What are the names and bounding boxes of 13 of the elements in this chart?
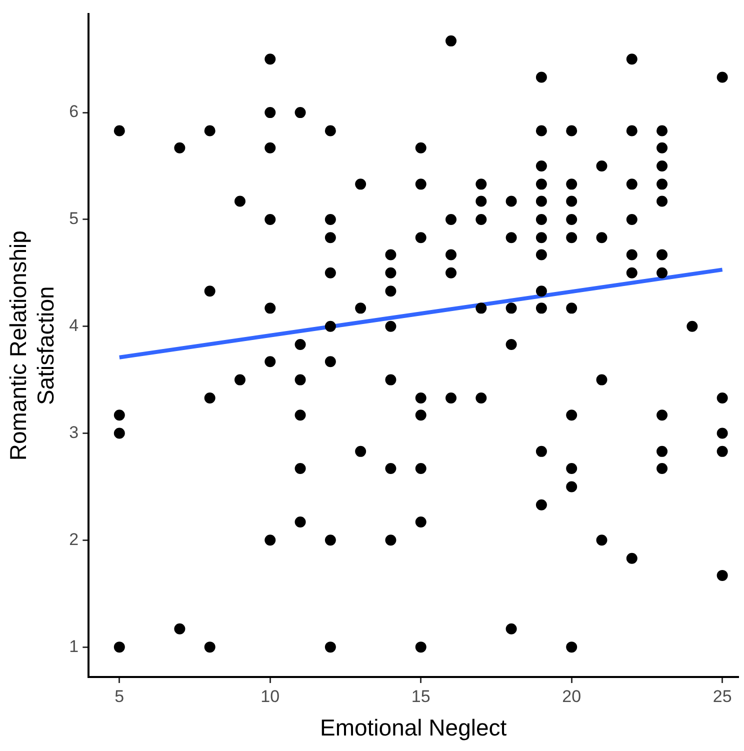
y-tick-label: 3 <box>69 422 79 442</box>
y-tick-label: 4 <box>69 316 79 336</box>
y-tick-label: 2 <box>69 530 79 549</box>
y-axis-title: Romantic Relationship Satisfaction <box>5 230 59 461</box>
x-tick-label: 5 <box>114 686 124 706</box>
x-tick-label: 10 <box>260 686 280 706</box>
y-tick-label: 6 <box>69 102 79 122</box>
x-tick-label: 20 <box>562 686 582 706</box>
x-axis-title: Emotional Neglect <box>320 714 508 741</box>
y-tick-label: 1 <box>69 636 79 656</box>
x-tick-label: 25 <box>712 686 732 706</box>
y-tick-label: 5 <box>69 209 79 228</box>
x-tick-label: 15 <box>411 686 430 706</box>
